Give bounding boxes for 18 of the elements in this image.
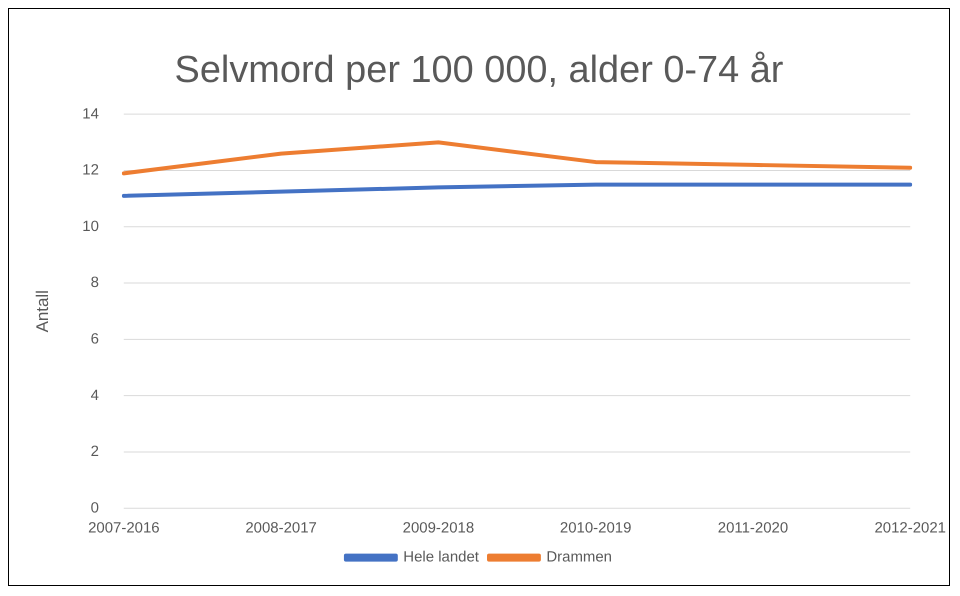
x-tick-label: 2011-2020 (718, 519, 788, 536)
y-axis-title: Antall (32, 290, 52, 332)
y-tick-label: 12 (82, 162, 99, 179)
x-tick-label: 2008-2017 (245, 519, 317, 536)
y-tick-label: 10 (82, 218, 99, 235)
chart-title: Selvmord per 100 000, alder 0-74 år (174, 49, 784, 92)
y-tick-label: 14 (82, 105, 99, 122)
x-tick-label: 2007-2016 (88, 519, 160, 536)
y-tick-label: 6 (90, 330, 99, 348)
legend-label: Hele landet (403, 548, 480, 566)
y-tick-label: 0 (90, 499, 99, 516)
y-tick-label: 2 (90, 443, 99, 460)
y-tick-label: 4 (90, 386, 99, 404)
y-tick-label: 8 (90, 274, 99, 292)
x-tick-label: 2012-2021 (874, 519, 946, 536)
legend-label: Drammen (546, 548, 612, 566)
x-tick-label: 2010-2019 (560, 519, 632, 536)
x-tick-label: 2009-2018 (402, 519, 474, 536)
